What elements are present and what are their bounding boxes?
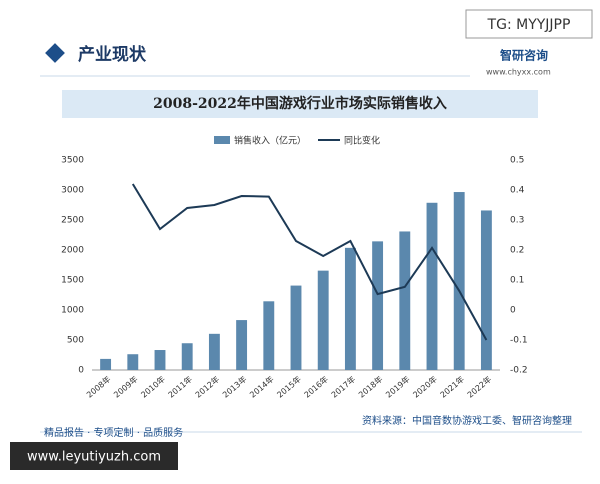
section-icon: [45, 43, 65, 63]
x-tick-label: 2008年: [84, 374, 112, 400]
title-band: [62, 90, 538, 118]
y2-tick-label: -0.1: [510, 336, 528, 346]
y-tick-label: 2000: [61, 246, 84, 256]
bar: [100, 358, 112, 370]
y-tick-label: 1500: [61, 276, 84, 286]
x-tick-label: 2021年: [438, 374, 466, 400]
legend-label: 销售收入（亿元）: [234, 135, 306, 147]
y-tick-label: 3000: [61, 186, 84, 196]
bar: [480, 210, 492, 370]
bar: [263, 301, 275, 370]
x-tick-label: 2011年: [166, 374, 194, 400]
y-tick-label: 0: [78, 366, 84, 376]
x-tick-label: 2009年: [112, 374, 140, 400]
section-title: 产业现状: [78, 44, 147, 65]
bar: [344, 247, 356, 370]
y-tick-label: 500: [67, 336, 84, 346]
y2-tick-label: 0.1: [510, 276, 524, 286]
source: 资料来源：中国音数协游戏工委、智研咨询整理: [362, 414, 572, 427]
x-tick-label: 2010年: [139, 374, 167, 400]
y-tick-label: 3500: [61, 156, 84, 166]
y2-tick-label: 0.3: [510, 216, 524, 226]
bar: [426, 202, 438, 370]
y-tick-label: 1000: [61, 306, 84, 316]
tag: TG: MYYJJPP: [487, 17, 571, 33]
url-box: [10, 442, 178, 470]
logo: 智研咨询: [499, 48, 548, 63]
url: www.leyutiyuzh.com: [27, 450, 161, 465]
bar: [208, 333, 220, 370]
y2-tick-label: 0.5: [510, 156, 524, 166]
chart-title: 2008-2022年中国游戏行业市场实际销售收入: [153, 95, 447, 112]
x-tick-label: 2012年: [193, 374, 221, 400]
x-tick-label: 2013年: [220, 374, 248, 400]
y2-tick-label: 0: [510, 306, 516, 316]
bar: [127, 354, 139, 370]
y2-tick-label: 0.4: [510, 186, 525, 196]
legend-label: 同比变化: [344, 135, 380, 147]
legend-swatch: [214, 136, 230, 144]
x-tick-label: 2018年: [356, 374, 384, 400]
site: www.chyxx.com: [486, 68, 551, 77]
x-tick-label: 2020年: [411, 374, 439, 400]
bar: [290, 285, 302, 370]
y-tick-label: 2500: [61, 216, 84, 226]
bar: [317, 270, 329, 370]
y2-tick-label: -0.2: [510, 366, 528, 376]
x-tick-label: 2014年: [248, 374, 276, 400]
bar: [399, 231, 411, 370]
tag-box: [465, 9, 593, 39]
bar: [453, 192, 465, 370]
bar: [154, 350, 166, 370]
line: [131, 183, 488, 341]
x-tick-label: 2022年: [465, 374, 493, 400]
bar: [372, 241, 384, 370]
x-tick-label: 2016年: [302, 374, 330, 400]
bar: [181, 343, 193, 370]
y2-tick-label: 0.2: [510, 246, 524, 256]
x-tick-label: 2015年: [275, 374, 303, 400]
x-tick-label: 2017年: [329, 374, 357, 400]
bar: [236, 320, 248, 370]
slogan: 精品报告 · 专项定制 · 品质服务: [44, 426, 183, 439]
x-tick-label: 2019年: [384, 374, 412, 400]
